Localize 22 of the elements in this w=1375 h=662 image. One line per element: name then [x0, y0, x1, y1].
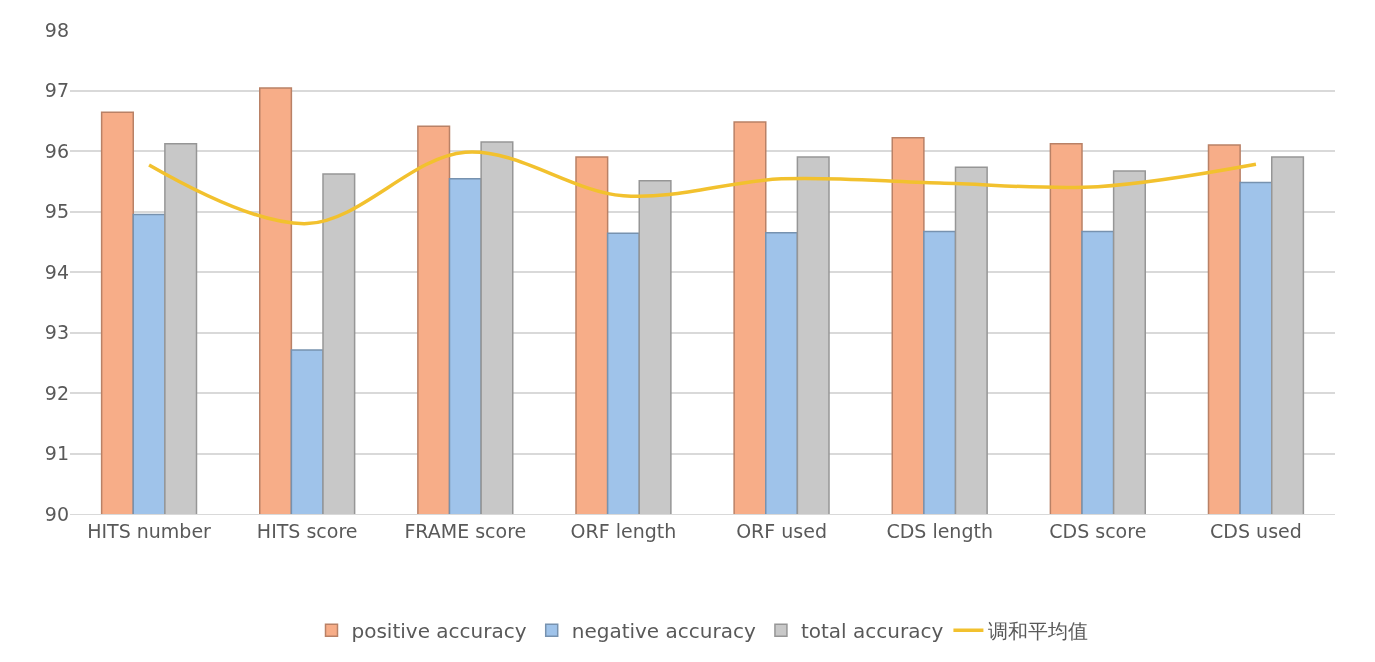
y-tick-label: 97: [44, 79, 69, 102]
line-series: [147, 150, 1258, 226]
y-tick-label: 93: [44, 321, 69, 344]
legend-label: total accuracy: [800, 619, 944, 644]
x-tick-label: HITS score: [256, 519, 358, 542]
x-tick-label: CDS used: [1210, 519, 1302, 542]
x-tick-label: FRAME score: [404, 519, 527, 542]
y-tick-label: 96: [44, 139, 69, 162]
legend-label: positive accuracy: [351, 619, 527, 644]
x-tick-label: HITS number: [87, 519, 212, 542]
x-tick-label: ORF length: [570, 519, 677, 542]
legend-label: negative accuracy: [571, 619, 756, 644]
y-tick-label: 94: [44, 260, 69, 283]
y-tick-label: 92: [44, 381, 69, 404]
legend-label: 调和平均值: [988, 619, 1089, 644]
y-tick-label: 90: [44, 502, 69, 525]
y-tick-label: 95: [44, 200, 69, 223]
x-tick-label: ORF used: [736, 519, 827, 542]
x-tick-label: CDS length: [886, 519, 993, 542]
x-tick-label: CDS score: [1049, 519, 1147, 542]
y-tick-label: 98: [44, 18, 69, 41]
y-tick-label: 91: [44, 442, 69, 465]
